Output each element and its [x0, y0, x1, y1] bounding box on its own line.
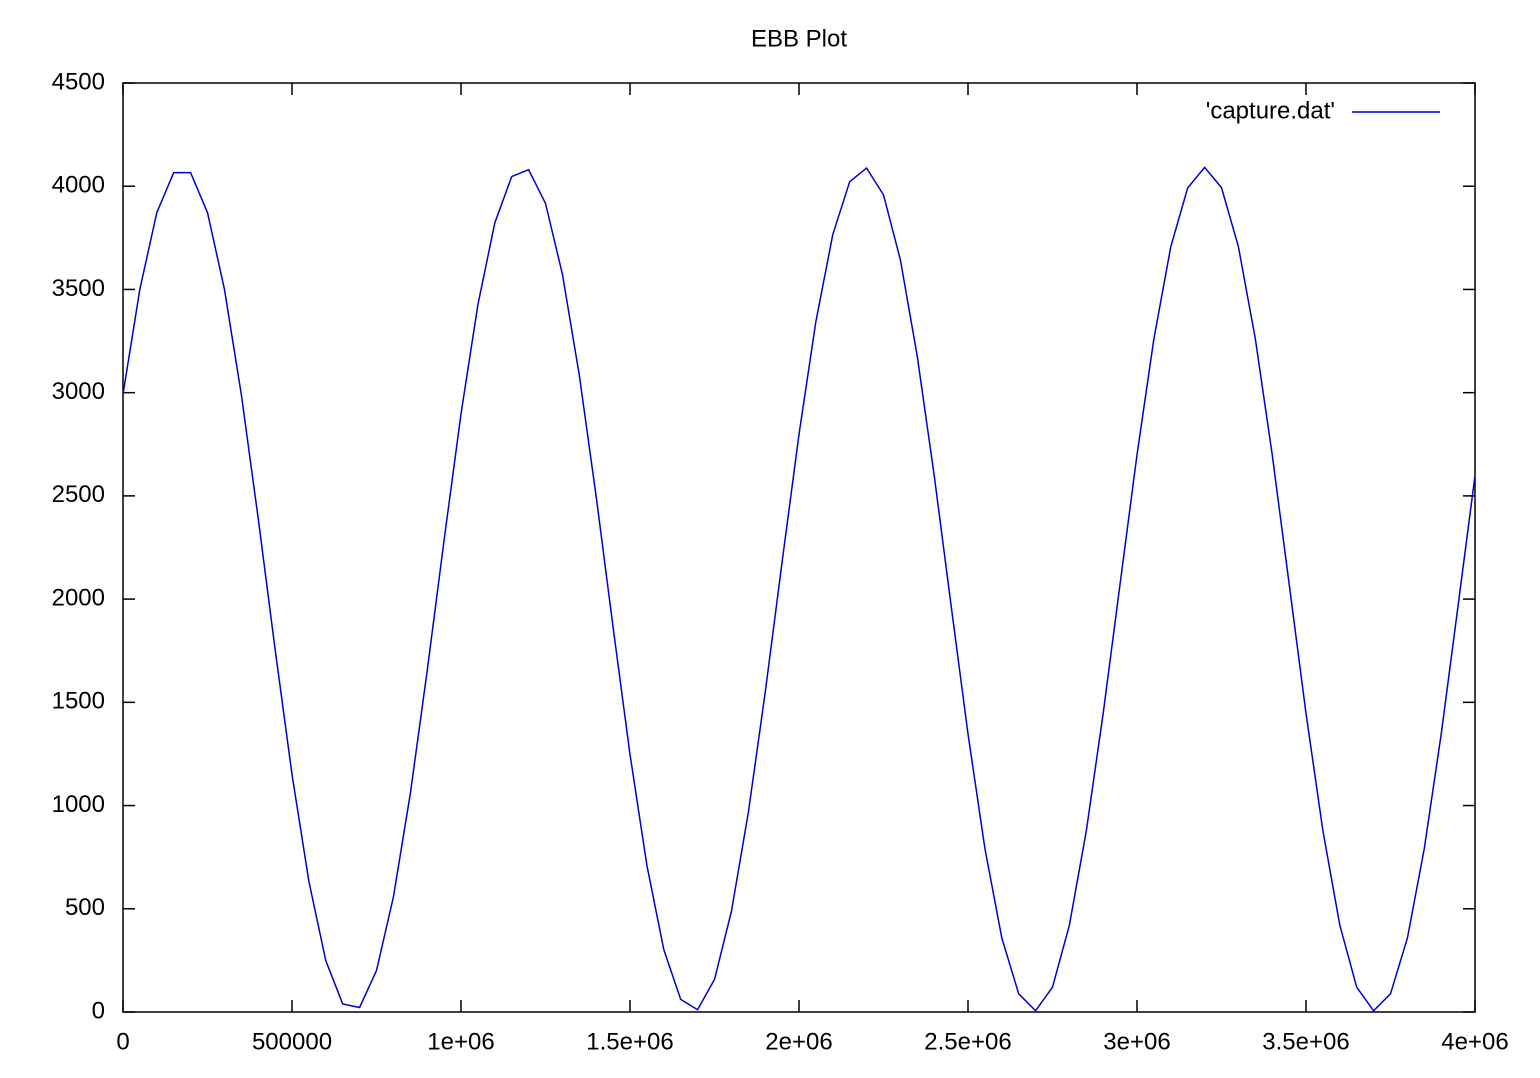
x-tick-label: 1e+06	[427, 1028, 494, 1055]
x-tick-label: 500000	[252, 1028, 332, 1055]
x-tick-label: 3.5e+06	[1262, 1028, 1349, 1055]
x-tick-label: 0	[116, 1028, 129, 1055]
y-tick-label: 4000	[52, 172, 105, 199]
legend-label: 'capture.dat'	[1206, 97, 1335, 124]
y-tick-label: 2000	[52, 584, 105, 611]
x-tick-label: 2.5e+06	[924, 1028, 1011, 1055]
y-tick-label: 0	[92, 997, 105, 1024]
x-tick-label: 4e+06	[1441, 1028, 1508, 1055]
x-tick-label: 2e+06	[765, 1028, 832, 1055]
y-tick-label: 3500	[52, 275, 105, 302]
y-tick-label: 3000	[52, 378, 105, 405]
x-tick-label: 3e+06	[1103, 1028, 1170, 1055]
y-tick-label: 4500	[52, 68, 105, 95]
y-tick-label: 1500	[52, 688, 105, 715]
data-line	[122, 166, 1476, 1012]
y-tick-label: 2500	[52, 481, 105, 508]
plot-frame	[122, 82, 1476, 1013]
chart-title: EBB Plot	[751, 25, 847, 52]
x-tick-label: 1.5e+06	[586, 1028, 673, 1055]
y-tick-label: 500	[65, 894, 105, 921]
y-tick-label: 1000	[52, 791, 105, 818]
